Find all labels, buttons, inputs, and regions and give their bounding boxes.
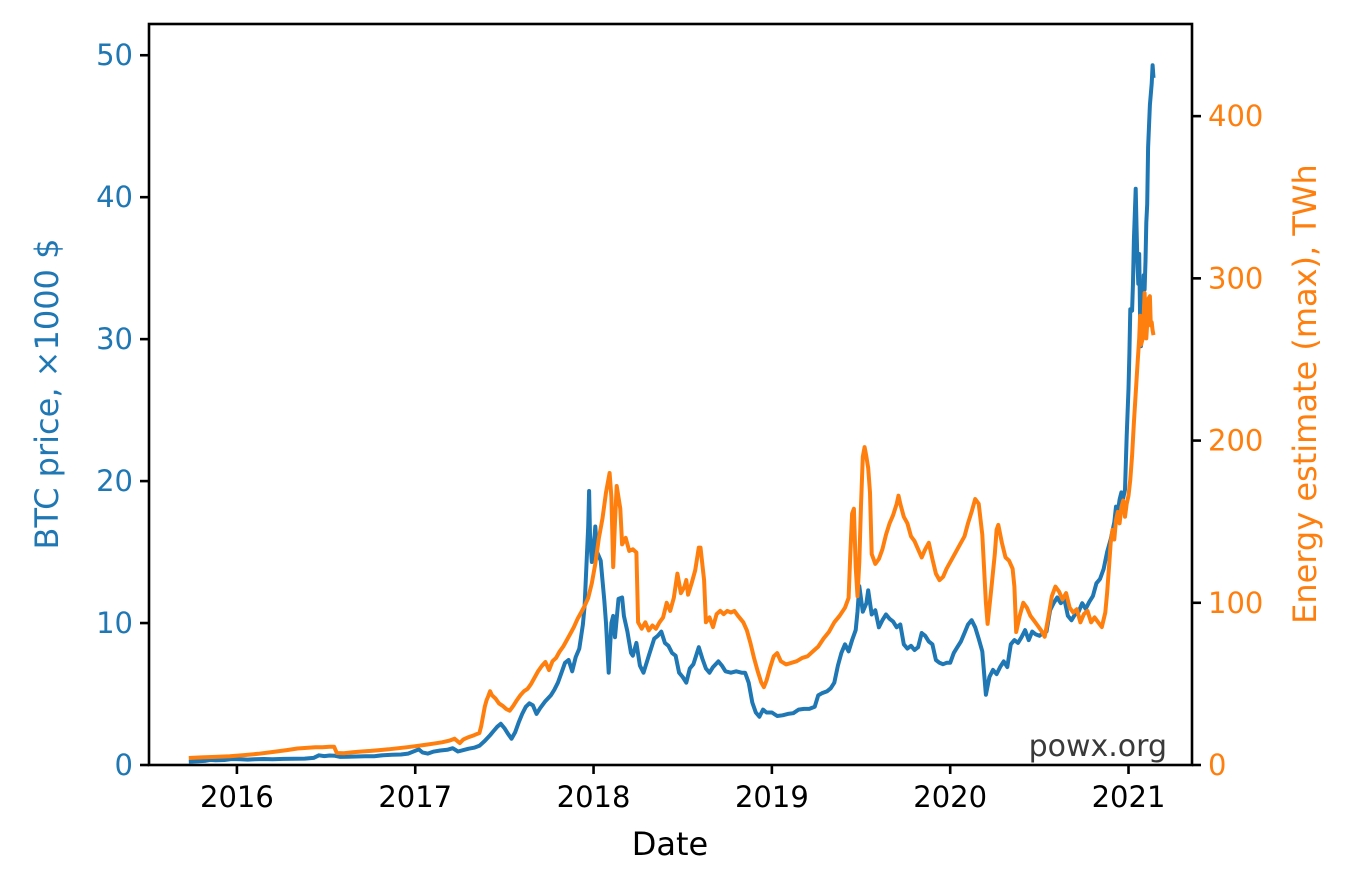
x-tick-label: 2020 [913, 780, 987, 814]
x-tick-label: 2017 [378, 780, 452, 814]
left-y-tick-label: 30 [96, 322, 133, 356]
right-y-tick-label: 400 [1208, 99, 1263, 133]
series-group [188, 63, 1156, 764]
right-y-tick-label: 0 [1208, 748, 1226, 782]
left-y-tick-label: 40 [96, 180, 133, 214]
axes-group: 2016 2017 2018 2019 2020 2021 0 10 20 30 40 50 0 100 2… [96, 22, 1263, 814]
watermark-text: powx.org [1029, 729, 1167, 764]
btc-price-line [188, 63, 1156, 764]
left-y-tick-label: 10 [96, 606, 133, 640]
left-y-tick-label: 50 [96, 38, 133, 72]
left-y-tick-label: 20 [96, 464, 133, 498]
right-y-tick-label: 300 [1208, 261, 1263, 295]
right-y-tick-label: 100 [1208, 586, 1263, 620]
right-y-tick-label: 200 [1208, 424, 1263, 458]
left-y-axis-label: BTC price, ×1000 $ [28, 239, 66, 550]
x-tick-label: 2021 [1092, 780, 1166, 814]
x-axis-label: Date [632, 825, 708, 863]
right-y-axis-label: Energy estimate (max), TWh [1286, 164, 1324, 624]
x-tick-label: 2019 [735, 780, 809, 814]
left-y-tick-label: 0 [115, 748, 133, 782]
x-tick-label: 2018 [557, 780, 631, 814]
x-tick-label: 2016 [200, 780, 274, 814]
energy-estimate-max--line [188, 291, 1156, 760]
plot-spines [147, 22, 1194, 767]
